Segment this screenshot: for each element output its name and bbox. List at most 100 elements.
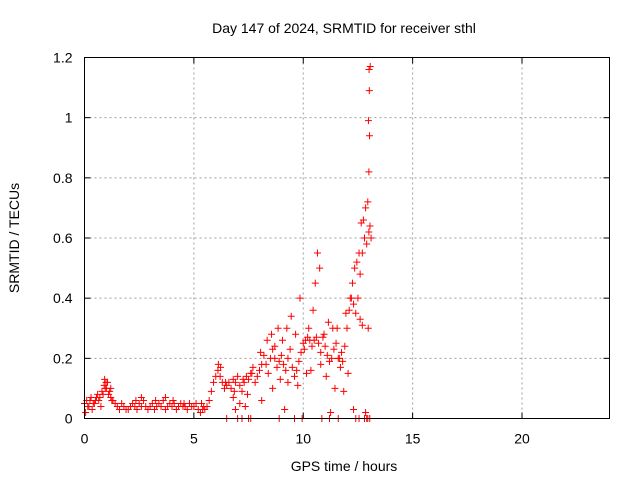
chart-title: Day 147 of 2024, SRMTID for receiver sth… xyxy=(212,20,476,36)
data-point xyxy=(258,396,266,404)
data-point xyxy=(101,375,109,383)
plot-frame xyxy=(84,57,610,419)
data-point xyxy=(277,351,285,359)
data-point xyxy=(291,372,298,380)
data-point xyxy=(253,372,261,380)
data-point xyxy=(251,378,259,386)
data-point xyxy=(274,324,282,332)
data-point xyxy=(345,306,353,314)
data-point xyxy=(335,354,343,362)
data-point xyxy=(286,345,294,353)
data-point xyxy=(86,396,94,404)
data-point xyxy=(99,390,107,398)
data-point xyxy=(317,348,325,356)
data-point xyxy=(350,405,358,413)
data-point xyxy=(262,360,270,368)
data-point xyxy=(257,348,265,356)
data-point xyxy=(133,405,141,413)
data-point xyxy=(366,63,374,71)
data-point xyxy=(107,384,115,392)
data-point xyxy=(315,339,323,347)
x-tick-label: 15 xyxy=(405,431,421,447)
data-point xyxy=(342,309,350,317)
data-point xyxy=(321,342,329,350)
data-point xyxy=(148,399,156,407)
data-point xyxy=(308,342,316,350)
data-point xyxy=(311,279,319,287)
data-point xyxy=(278,336,286,344)
data-point xyxy=(365,87,373,95)
data-point xyxy=(313,249,321,257)
data-point xyxy=(256,366,263,374)
data-point xyxy=(90,399,98,407)
data-point xyxy=(205,396,213,404)
data-points xyxy=(81,63,375,422)
data-point xyxy=(323,351,331,359)
data-point xyxy=(157,402,165,410)
data-point xyxy=(275,357,283,365)
data-point xyxy=(236,399,244,407)
data-point xyxy=(230,387,238,395)
data-point xyxy=(346,294,354,302)
data-point xyxy=(307,366,315,374)
data-point xyxy=(137,393,145,401)
x-tick-label: 20 xyxy=(514,431,530,447)
data-point xyxy=(152,396,160,404)
data-point xyxy=(319,333,327,341)
data-point xyxy=(332,339,340,347)
data-point xyxy=(293,366,301,374)
data-point xyxy=(116,405,123,413)
data-point xyxy=(108,396,116,404)
data-point xyxy=(327,408,335,416)
data-point xyxy=(303,369,311,377)
data-point xyxy=(297,348,305,356)
data-point xyxy=(358,321,366,329)
data-point xyxy=(268,330,276,338)
data-point xyxy=(231,378,239,386)
y-tick-label: 1.2 xyxy=(53,50,73,66)
data-point xyxy=(231,405,239,413)
data-point xyxy=(328,354,336,362)
data-point xyxy=(95,396,103,404)
data-point xyxy=(200,402,208,410)
data-point xyxy=(367,234,375,242)
data-point xyxy=(365,168,373,176)
data-point xyxy=(207,387,215,395)
data-point xyxy=(340,387,348,395)
data-point xyxy=(338,348,346,356)
data-point xyxy=(271,342,279,350)
data-point xyxy=(260,351,268,359)
data-point xyxy=(249,363,257,371)
data-point xyxy=(295,357,303,365)
data-point xyxy=(296,294,304,302)
data-point xyxy=(210,378,218,386)
data-point xyxy=(344,369,352,377)
data-point xyxy=(222,378,230,386)
data-point xyxy=(169,396,177,404)
data-point xyxy=(180,399,188,407)
data-point xyxy=(322,372,330,380)
data-point xyxy=(339,357,347,365)
y-tick-label: 0 xyxy=(65,411,73,427)
data-point xyxy=(300,345,308,353)
data-point xyxy=(276,375,284,383)
data-point xyxy=(356,315,364,323)
data-point xyxy=(356,270,364,278)
data-point xyxy=(280,360,288,368)
y-tick-label: 0.8 xyxy=(53,170,73,186)
data-point xyxy=(216,372,224,380)
y-tick-label: 0.4 xyxy=(53,290,73,306)
data-point xyxy=(98,387,106,395)
data-point xyxy=(217,363,225,371)
x-tick-label: 0 xyxy=(81,431,89,447)
data-point xyxy=(364,324,372,332)
data-point xyxy=(82,408,90,416)
data-point xyxy=(352,309,360,317)
data-point xyxy=(132,396,140,404)
data-point xyxy=(341,342,349,350)
data-point xyxy=(333,324,341,332)
data-point xyxy=(288,363,296,371)
data-point xyxy=(241,402,249,410)
y-axis-label: SRMTID / TECUs xyxy=(6,183,22,293)
